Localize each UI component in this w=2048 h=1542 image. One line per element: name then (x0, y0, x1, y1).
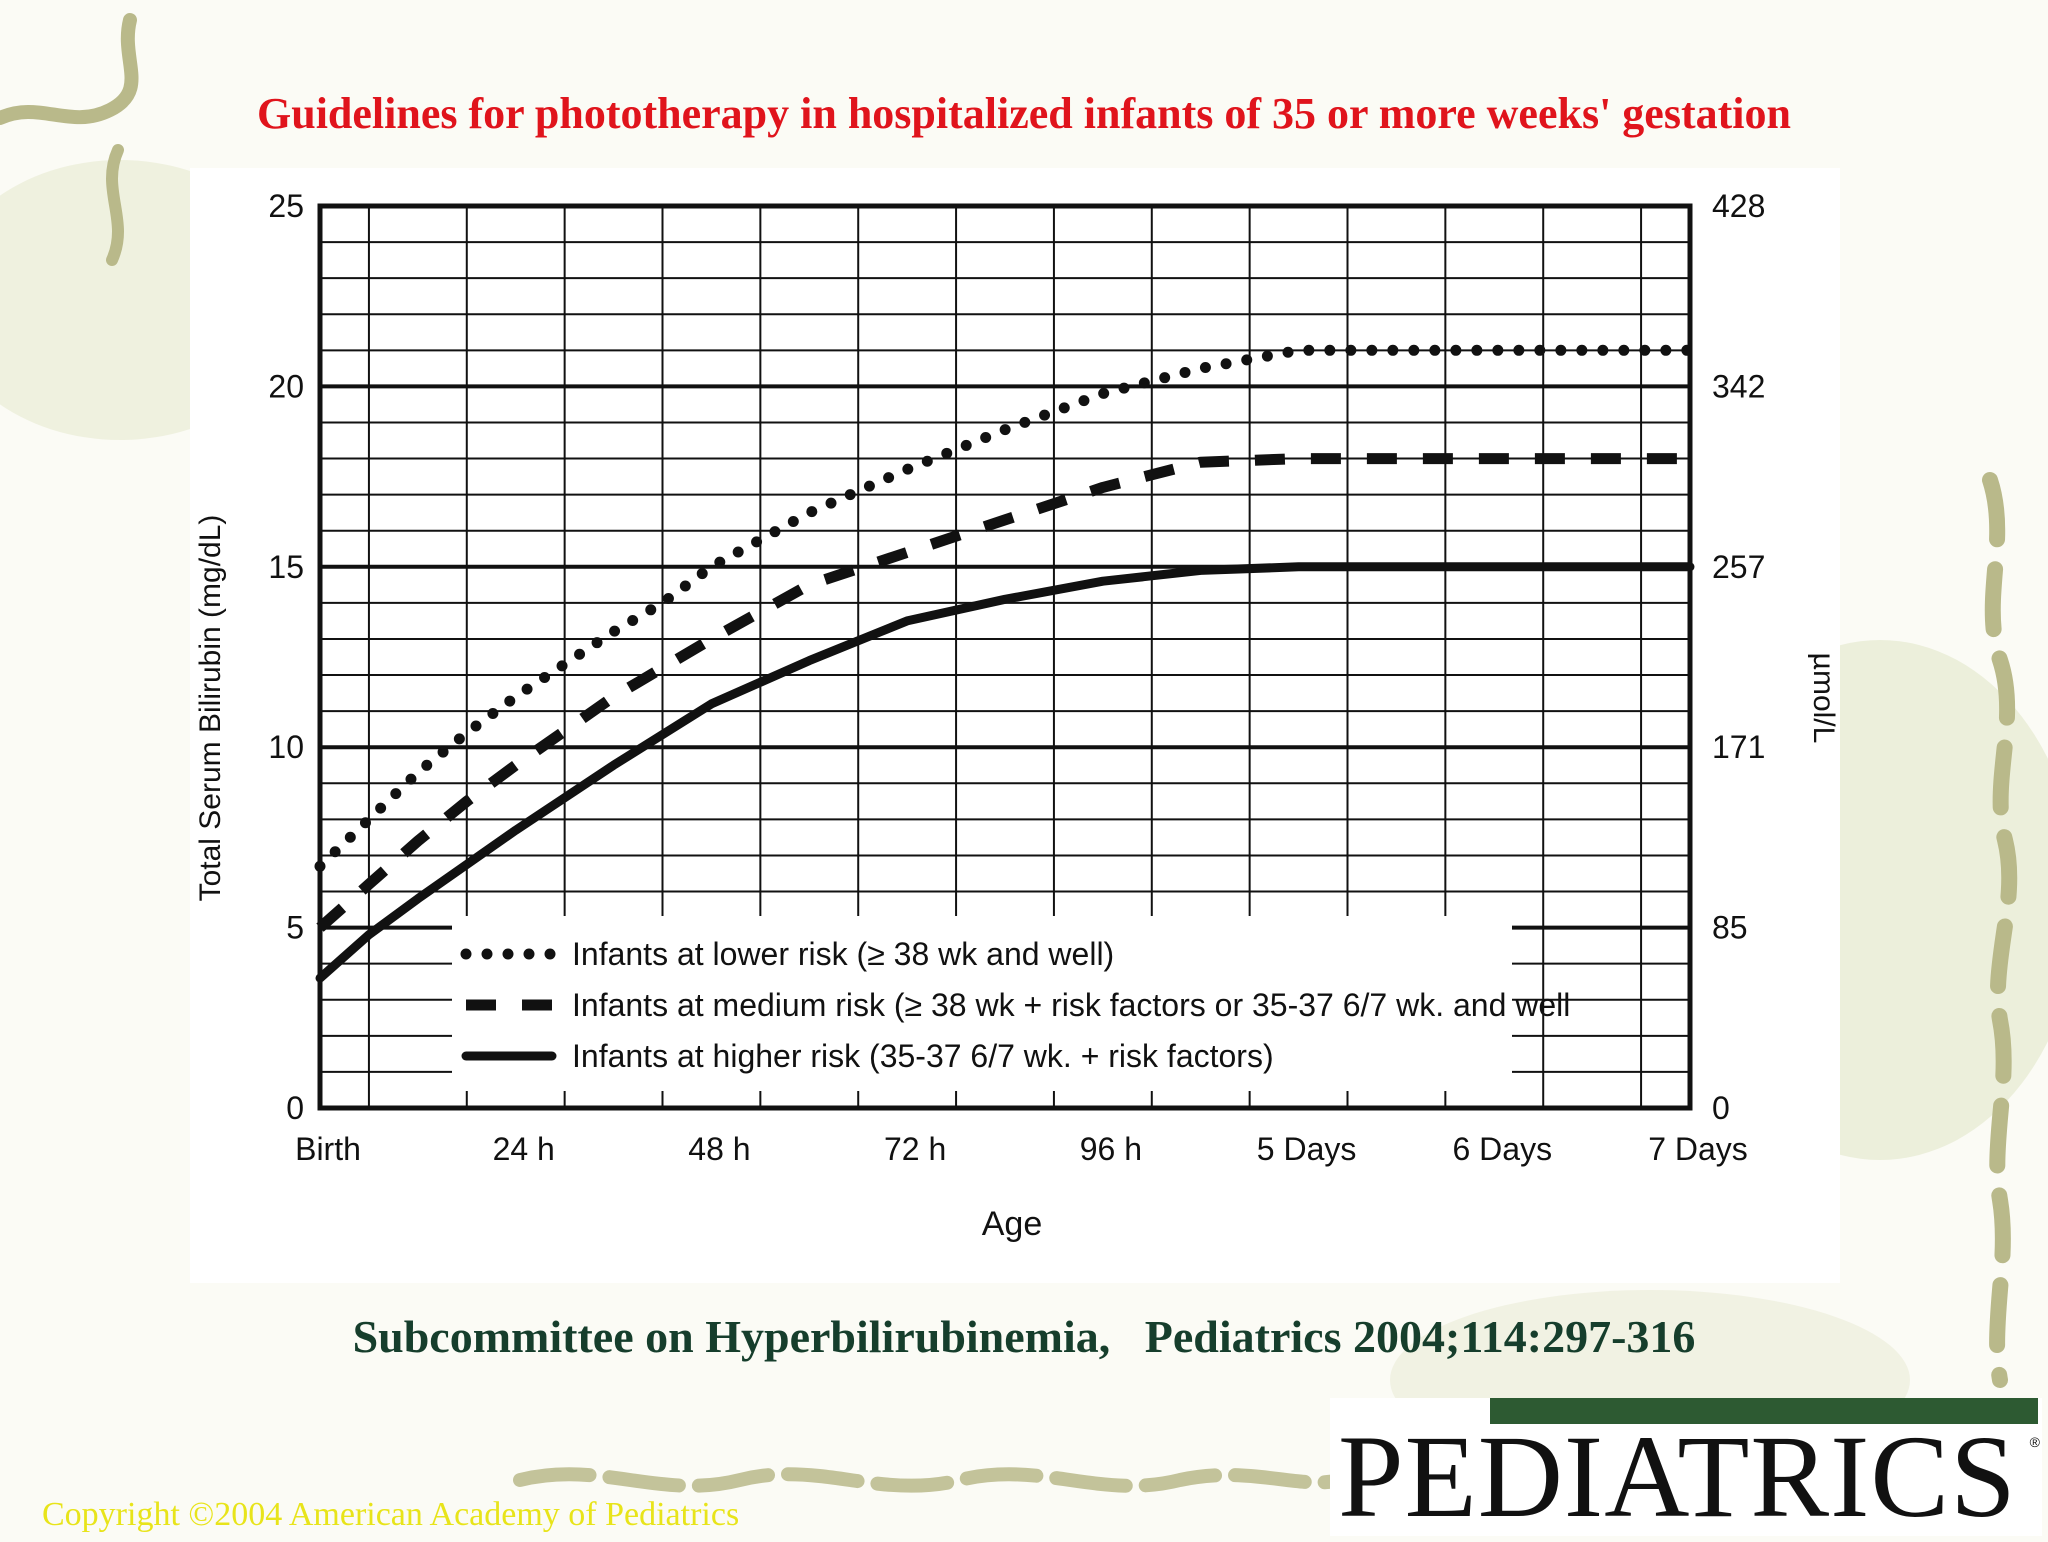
x-tick-label: Birth (295, 1131, 361, 1167)
x-tick-label: 24 h (493, 1131, 555, 1167)
y-tick-label: 25 (268, 188, 304, 224)
x-tick-label: 48 h (688, 1131, 750, 1167)
logo-wordmark: PEDIATRICS (1338, 1411, 2017, 1542)
citation-text: Subcommittee on Hyperbilirubinemia, Pedi… (352, 1311, 1696, 1362)
y2-tick-label: 257 (1712, 549, 1765, 585)
logo-bar (1490, 1398, 2038, 1424)
y-axis-label: Total Serum Bilirubin (mg/dL) (194, 515, 227, 902)
y-tick-label: 15 (268, 549, 304, 585)
chart-axes: 0 5 10 15 20 25 0 85 171 257 342 428 Birth 24 h 48 h 72… (268, 188, 1765, 1167)
pediatrics-logo: PEDIATRICS ® (1330, 1398, 2042, 1536)
y2-tick-label: 171 (1712, 729, 1765, 765)
slide-title: Guidelines for phototherapy in hospitali… (257, 89, 1791, 138)
y-tick-label: 5 (286, 910, 304, 946)
series-line-solid (315, 562, 1695, 983)
y2-tick-label: 85 (1712, 910, 1748, 946)
y-tick-label: 20 (268, 368, 304, 404)
x-axis-label: Age (982, 1205, 1043, 1243)
chart-legend: Infants at lower risk (≥ 38 wk and well)… (452, 916, 1570, 1091)
y2-tick-label: 428 (1712, 188, 1765, 224)
legend-label: Infants at higher risk (35-37 6/7 wk. + … (572, 1038, 1274, 1074)
copyright-text: Copyright ©2004 American Academy of Pedi… (42, 1496, 740, 1533)
x-tick-label: 5 Days (1257, 1131, 1357, 1167)
legend-label: Infants at medium risk (≥ 38 wk + risk f… (572, 987, 1570, 1023)
chart-panel: 0 5 10 15 20 25 0 85 171 257 342 428 Birth 24 h 48 h 72… (190, 168, 1840, 1283)
y-tick-label: 0 (286, 1090, 304, 1126)
x-tick-label: 72 h (884, 1131, 946, 1167)
phototherapy-chart: 0 5 10 15 20 25 0 85 171 257 342 428 Birth 24 h 48 h 72… (194, 188, 1840, 1243)
y2-tick-label: 0 (1712, 1090, 1730, 1126)
x-tick-label: 7 Days (1648, 1131, 1748, 1167)
series-line-dotted (314, 344, 1696, 872)
chart-series (314, 344, 1696, 983)
plot-frame (317, 203, 1693, 1111)
x-tick-label: 6 Days (1452, 1131, 1552, 1167)
series-line-dashed (316, 453, 1690, 932)
y-tick-label: 10 (268, 729, 304, 765)
registered-mark-icon: ® (2029, 1434, 2040, 1450)
legend-box (452, 916, 1512, 1091)
x-tick-label: 96 h (1080, 1131, 1142, 1167)
y2-axis-label: µmol/L (1807, 653, 1840, 744)
y2-tick-label: 342 (1712, 368, 1765, 404)
legend-label: Infants at lower risk (≥ 38 wk and well) (572, 936, 1114, 972)
